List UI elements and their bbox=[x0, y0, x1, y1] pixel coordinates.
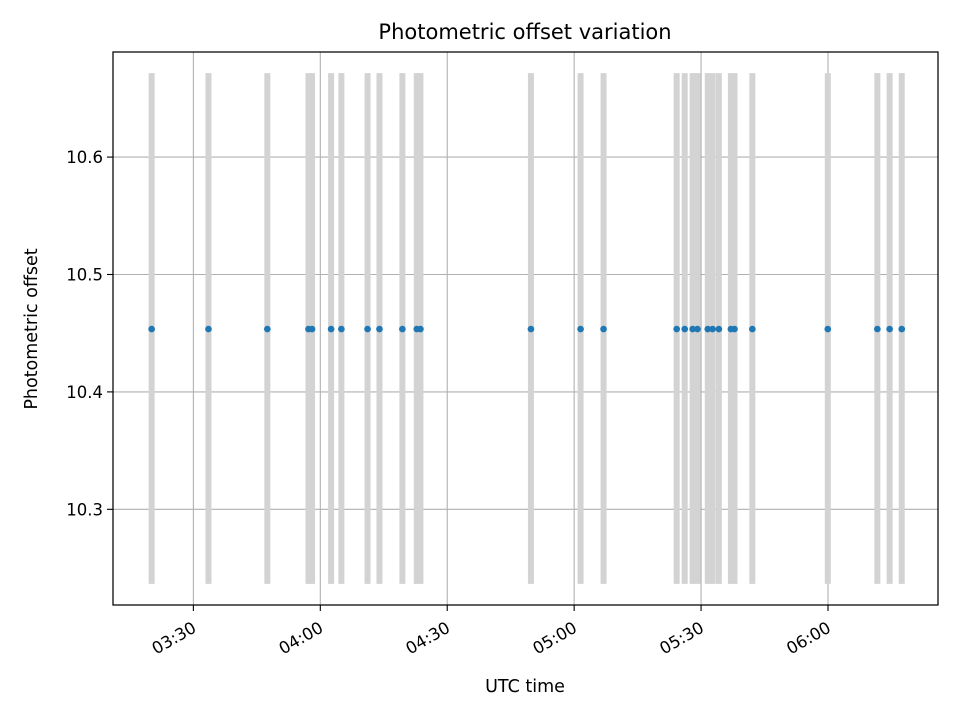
data-point bbox=[364, 325, 371, 333]
data-point bbox=[338, 325, 345, 333]
data-point bbox=[824, 325, 832, 333]
plot-frame bbox=[112, 51, 939, 606]
y-tick-label: 10.5 bbox=[66, 265, 103, 284]
chart-title: Photometric offset variation bbox=[378, 20, 671, 44]
data-point bbox=[148, 325, 155, 333]
x-tick-label: 05:30 bbox=[656, 618, 707, 658]
data-point bbox=[898, 325, 906, 333]
data-point bbox=[886, 325, 893, 333]
data-point bbox=[417, 325, 424, 333]
data-point bbox=[874, 325, 881, 333]
data-point bbox=[715, 325, 723, 333]
data-point bbox=[577, 325, 584, 333]
x-tick-label: 03:30 bbox=[149, 618, 200, 658]
data-point bbox=[308, 325, 316, 333]
x-tick-label: 04:30 bbox=[403, 618, 454, 658]
data-point bbox=[689, 325, 696, 333]
data-point bbox=[731, 325, 738, 333]
data-points bbox=[148, 325, 906, 333]
data-point bbox=[704, 325, 712, 333]
data-point bbox=[399, 325, 406, 333]
data-point bbox=[694, 325, 701, 333]
x-tick-label: 05:00 bbox=[529, 618, 580, 658]
data-point bbox=[527, 325, 535, 333]
x-tick-label: 06:00 bbox=[783, 618, 834, 658]
y-tick-label: 10.4 bbox=[66, 383, 103, 402]
data-point bbox=[681, 325, 689, 333]
y-tick-label: 10.6 bbox=[66, 148, 103, 167]
data-point bbox=[264, 325, 271, 333]
observation-bands bbox=[148, 73, 905, 584]
x-axis-ticks: 03:30 04:00 04:30 05:00 05:30 06:00 bbox=[149, 605, 834, 658]
y-axis-label: Photometric offset bbox=[22, 248, 42, 409]
y-axis-ticks: 10.3 10.4 10.5 10.6 bbox=[66, 148, 113, 519]
data-point bbox=[749, 325, 756, 333]
data-point bbox=[600, 325, 607, 333]
data-point bbox=[376, 325, 383, 333]
data-point bbox=[327, 325, 335, 333]
grid-lines bbox=[113, 52, 938, 605]
x-tick-label: 04:00 bbox=[276, 618, 327, 658]
data-point bbox=[709, 325, 716, 333]
y-tick-label: 10.3 bbox=[66, 500, 103, 519]
x-axis-label: UTC time bbox=[485, 677, 565, 697]
data-point bbox=[673, 325, 680, 333]
data-point bbox=[205, 325, 212, 333]
